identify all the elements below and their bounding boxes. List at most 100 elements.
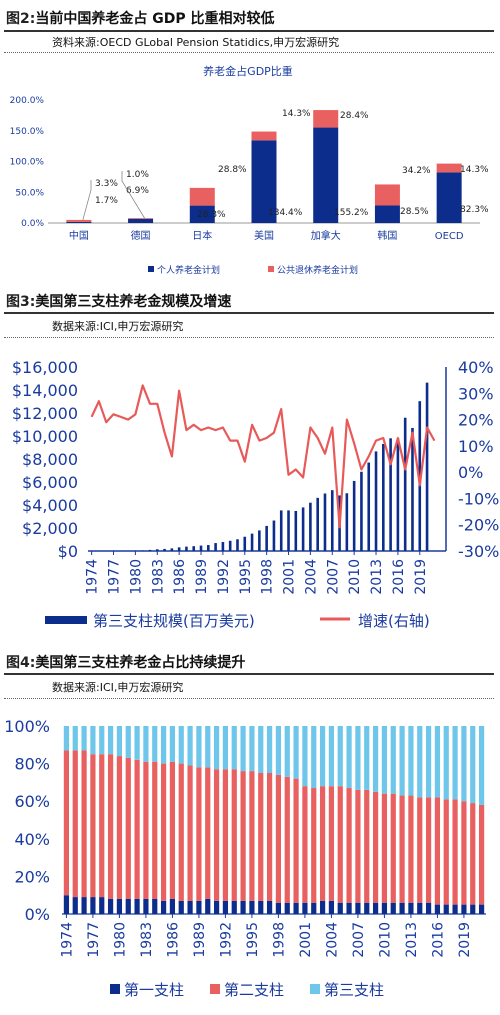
size-bar: [273, 521, 276, 551]
share-bar-second: [364, 790, 369, 903]
size-bar: [331, 490, 334, 551]
size-bar: [404, 418, 407, 551]
share-bar-first: [444, 905, 449, 914]
share-bar-second: [302, 786, 307, 903]
third-pillar-size-chart: $0$2,000$4,000$6,000$8,000$10,000$12,000…: [0, 345, 500, 645]
share-bar-second: [108, 754, 113, 899]
share-bar-second: [214, 769, 219, 901]
y-tick-label: 50.0%: [15, 188, 44, 198]
share-bar-first: [81, 897, 86, 914]
share-bar-second: [64, 750, 69, 895]
y-left-tick-label: $16,000: [12, 358, 78, 377]
x-tick-label: 2016: [430, 922, 446, 958]
y-right-tick-label: -20%: [458, 516, 499, 535]
share-bar-first: [417, 903, 422, 914]
size-bar: [346, 493, 349, 551]
x-tick-label: 1974: [59, 922, 75, 958]
x-tick-label: 2016: [391, 559, 407, 595]
share-bar-first: [108, 899, 113, 914]
figure-4-rule: [4, 673, 494, 675]
size-bar: [302, 507, 305, 551]
share-bar-first: [223, 901, 228, 914]
share-bar-second: [373, 792, 378, 903]
share-bar-second: [232, 769, 237, 901]
share-bar-third: [320, 726, 325, 786]
bar-segment-public: [66, 220, 91, 222]
size-bar: [382, 444, 385, 551]
share-bar-first: [364, 903, 369, 914]
figure-3-rule: [4, 312, 494, 314]
share-bar-third: [214, 726, 219, 769]
size-bar: [149, 550, 152, 551]
data-label-private: 28.3%: [197, 210, 226, 220]
share-bar-second: [399, 796, 404, 903]
figure-4-source-rule: [4, 698, 494, 699]
x-tick-label: 2010: [347, 559, 363, 595]
share-bar-third: [382, 726, 387, 794]
share-bar-third: [302, 726, 307, 786]
share-bar-second: [391, 794, 396, 903]
share-bar-first: [338, 903, 343, 914]
share-bar-first: [179, 901, 184, 914]
y-tick-label: 0.0%: [21, 219, 44, 229]
share-bar-second: [408, 796, 413, 903]
figure-2-rule: [4, 30, 494, 32]
data-label-private: 1.7%: [95, 196, 118, 206]
x-category-label: 德国: [131, 229, 151, 242]
y-tick-label: 100%: [4, 717, 50, 736]
share-bar-third: [329, 726, 334, 786]
share-bar-first: [152, 899, 157, 914]
x-tick-label: 1974: [85, 559, 101, 595]
bar-segment-public: [190, 188, 215, 206]
share-bar-first: [426, 903, 431, 914]
share-bar-third: [399, 726, 404, 796]
x-tick-label: 1992: [216, 559, 232, 595]
share-bar-first: [214, 901, 219, 914]
size-bar: [324, 494, 327, 552]
share-bar-second: [90, 754, 95, 897]
share-bar-third: [161, 726, 166, 764]
size-bar: [243, 537, 246, 551]
share-bar-second: [143, 762, 148, 899]
figure-3-label: 图3:: [6, 294, 35, 310]
size-bar: [141, 550, 144, 551]
data-label-public: 14.3%: [460, 165, 489, 175]
share-bar-second: [444, 799, 449, 904]
x-category-label: 中国: [69, 229, 89, 242]
x-tick-label: 1986: [165, 922, 181, 958]
share-bar-first: [126, 899, 131, 914]
share-bar-second: [426, 797, 431, 902]
share-bar-third: [99, 726, 104, 754]
y-right-tick-label: -10%: [458, 489, 499, 508]
share-bar-third: [117, 726, 122, 756]
x-tick-label: 1983: [139, 922, 155, 958]
share-bar-first: [267, 901, 272, 914]
legend-swatch-third: [310, 984, 320, 994]
share-bar-third: [196, 726, 201, 767]
size-bar: [200, 546, 203, 551]
y-left-tick-label: $6,000: [22, 473, 78, 492]
share-bar-first: [143, 899, 148, 914]
share-bar-first: [285, 903, 290, 914]
x-tick-label: 2013: [369, 559, 385, 595]
data-label-public: 3.3%: [95, 179, 118, 189]
x-tick-label: 2013: [404, 922, 420, 958]
x-tick-label: 2010: [377, 922, 393, 958]
figure-4-title: 图4:美国第三支柱养老金占比持续提升: [6, 652, 245, 672]
share-bar-second: [311, 788, 316, 903]
legend-swatch-second: [210, 984, 220, 994]
share-bar-second: [267, 773, 272, 901]
figure-2-title: 图2:当前中国养老金占 GDP 比重相对较低: [6, 8, 274, 28]
share-bar-second: [479, 805, 484, 905]
legend-label-first: 第一支柱: [124, 981, 184, 999]
figure-3-source-rule: [4, 337, 494, 338]
share-bar-second: [355, 790, 360, 903]
gdp-share-chart: 养老金占GDP比重0.0%50.0%100.0%150.0%200.0%中国3.…: [0, 55, 500, 285]
figure-3: 图3:美国第三支柱养老金规模及增速 数据来源:ICI,申万宏源研究 $0$2,0…: [0, 285, 500, 645]
legend-swatch-size: [45, 616, 87, 624]
share-bar-third: [373, 726, 378, 792]
size-bar: [265, 526, 268, 551]
y-left-tick-label: $2,000: [22, 519, 78, 538]
x-category-label: 韩国: [377, 229, 397, 242]
size-bar: [375, 451, 378, 551]
